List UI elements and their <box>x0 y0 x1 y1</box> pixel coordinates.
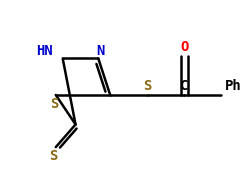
Text: S: S <box>143 79 151 93</box>
Text: C: C <box>180 79 188 93</box>
Text: N: N <box>96 43 104 58</box>
Text: HN: HN <box>36 43 52 58</box>
Text: S: S <box>50 149 58 163</box>
Text: S: S <box>50 97 59 111</box>
Text: O: O <box>180 40 188 54</box>
Text: Ph: Ph <box>224 79 241 93</box>
